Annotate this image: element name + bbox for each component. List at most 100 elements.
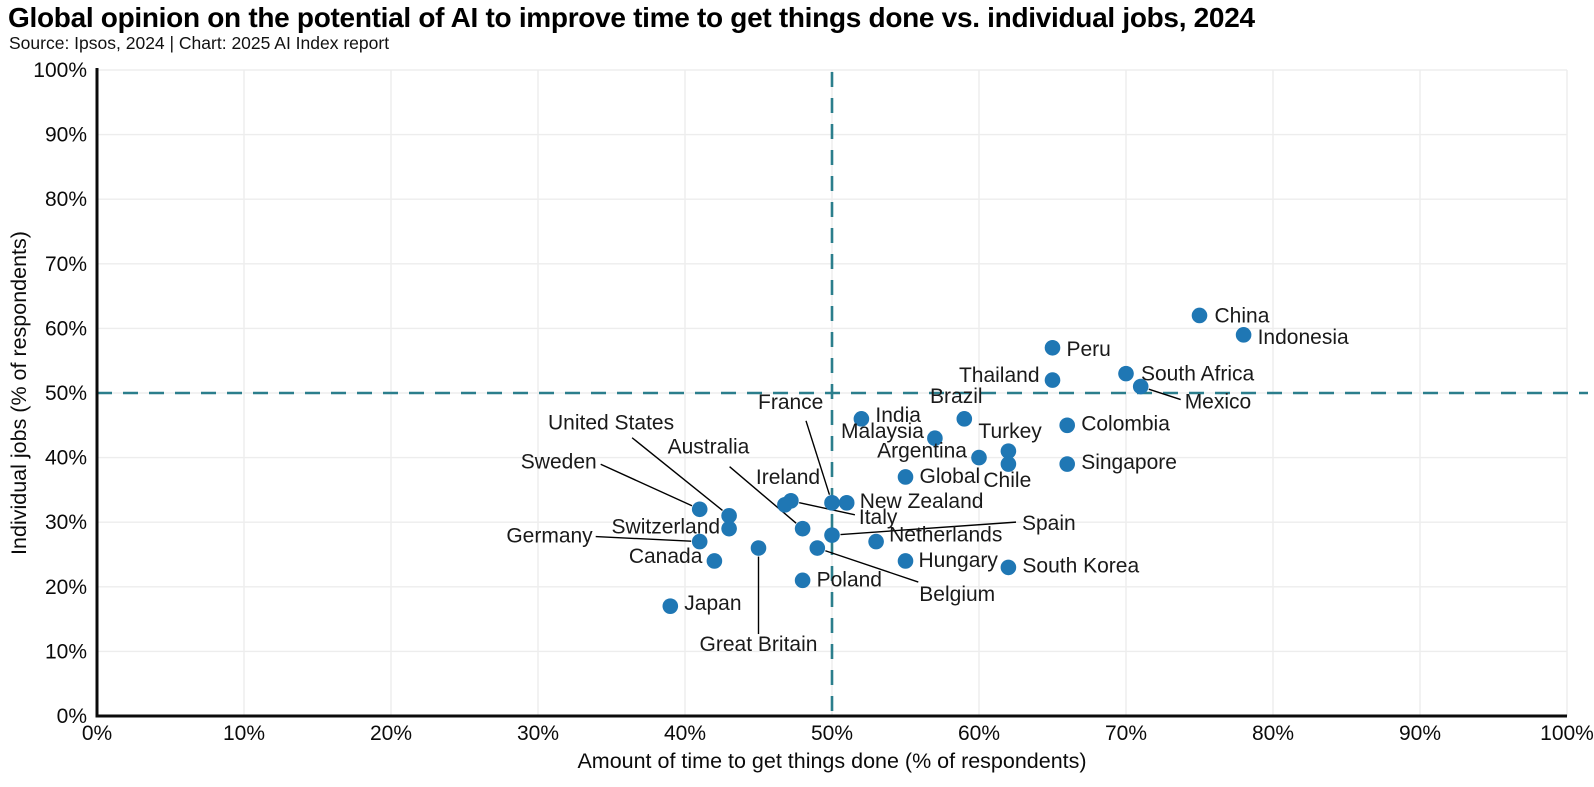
x-tick-label: 0% <box>82 722 112 745</box>
y-tick-label: 40% <box>45 447 87 470</box>
data-point-singapore <box>1059 456 1075 472</box>
data-point-colombia <box>1059 417 1075 434</box>
axes <box>95 68 1567 718</box>
point-label-germany: Germany <box>506 525 593 548</box>
point-label-peru: Peru <box>1067 338 1111 361</box>
data-point-china <box>1191 307 1208 324</box>
leader-line-germany <box>595 535 692 542</box>
data-point-brazil <box>956 411 973 427</box>
point-label-mexico: Mexico <box>1185 391 1252 414</box>
data-point-australia <box>794 520 811 537</box>
y-tick-label: 50% <box>45 382 87 405</box>
point-label-belgium: Belgium <box>919 583 995 606</box>
data-point-argentina <box>971 449 987 466</box>
point-label-singapore: Singapore <box>1081 451 1177 474</box>
data-point-germany <box>691 533 708 550</box>
point-label-spain: Spain <box>1022 512 1076 535</box>
point-label-brazil: Brazil <box>930 385 983 408</box>
data-point-indonesia <box>1235 327 1252 343</box>
data-point-switzerland <box>721 520 737 537</box>
y-tick-label: 30% <box>45 511 87 534</box>
data-point-turkey <box>1000 443 1017 459</box>
point-label-chile: Chile <box>983 469 1031 492</box>
data-point-united-states <box>721 507 737 524</box>
data-point-global <box>897 469 914 485</box>
point-label-france: France <box>758 391 823 414</box>
x-tick-label: 30% <box>517 722 559 745</box>
x-tick-label: 90% <box>1399 722 1441 745</box>
point-label-australia: Australia <box>668 436 750 459</box>
data-point-france <box>824 495 840 511</box>
data-point-south-africa <box>1118 365 1134 382</box>
point-label-poland: Poland <box>817 568 882 591</box>
data-point-thailand <box>1044 372 1061 388</box>
y-tick-label: 20% <box>45 576 87 599</box>
point-label-thailand: Thailand <box>959 364 1040 387</box>
point-label-netherlands: Netherlands <box>889 524 1002 547</box>
point-label-great-britain: Great Britain <box>700 633 818 656</box>
point-label-united-states: United States <box>548 412 674 435</box>
leader-line-united-states <box>631 437 723 511</box>
data-point-sweden <box>691 501 708 518</box>
data-point-great-britain <box>750 540 767 556</box>
y-tick-label: 60% <box>45 317 87 340</box>
data-point-netherlands <box>868 533 884 550</box>
leader-line-belgium <box>825 550 919 583</box>
leader-line-france <box>805 420 831 495</box>
data-point-south-korea <box>1000 559 1017 576</box>
x-tick-label: 100% <box>1540 722 1594 745</box>
chart-title: Global opinion on the potential of AI to… <box>8 2 1255 33</box>
data-points <box>662 307 1252 614</box>
point-label-indonesia: Indonesia <box>1258 326 1349 349</box>
y-axis-title: Individual jobs (% of respondents) <box>7 231 31 555</box>
data-point-chile <box>1000 456 1017 472</box>
leader-line-australia <box>729 466 797 524</box>
data-point-peru <box>1044 339 1061 356</box>
data-point-japan <box>662 598 679 614</box>
data-point-poland <box>794 572 811 589</box>
y-tick-label: 10% <box>45 640 87 663</box>
leader-line-mexico <box>1148 388 1181 401</box>
point-label-south-korea: South Korea <box>1022 554 1139 577</box>
y-tick-label: 100% <box>33 59 87 82</box>
point-label-colombia: Colombia <box>1081 412 1170 435</box>
x-tick-label: 40% <box>664 722 706 745</box>
point-label-canada: Canada <box>629 545 703 568</box>
y-tick-label: 80% <box>45 188 87 211</box>
data-point-india <box>853 411 870 427</box>
leader-line-sweden <box>600 463 693 507</box>
point-label-india: India <box>875 404 921 427</box>
x-tick-label: 80% <box>1252 722 1294 745</box>
y-tick-label: 90% <box>45 124 87 147</box>
data-point-canada <box>706 553 723 569</box>
reference-lines <box>97 72 1588 722</box>
point-label-global: Global <box>920 465 981 488</box>
point-label-japan: Japan <box>684 592 741 615</box>
point-label-italy: Italy <box>859 506 898 529</box>
data-point-ireland <box>777 497 793 513</box>
x-tick-label: 60% <box>958 722 1000 745</box>
x-tick-label: 50% <box>811 722 853 745</box>
y-tick-label: 70% <box>45 253 87 276</box>
point-label-sweden: Sweden <box>521 450 597 473</box>
point-label-china: China <box>1215 304 1270 327</box>
point-label-turkey: Turkey <box>978 420 1042 443</box>
leader-line-spain <box>840 521 1017 536</box>
point-label-south-africa: South Africa <box>1141 363 1255 386</box>
x-axis-title: Amount of time to get things done (% of … <box>577 749 1086 773</box>
data-point-belgium <box>809 540 826 556</box>
data-point-hungary <box>897 553 914 569</box>
data-point-spain <box>824 527 840 543</box>
axis-ticks: 0% 10% 20% 30% 40% 50% 60% 70% 80% 90% 100% 0% 10% 20… <box>33 59 1594 745</box>
x-tick-label: 10% <box>223 722 265 745</box>
point-label-new-zealand: New Zealand <box>860 490 984 513</box>
point-label-hungary: Hungary <box>919 549 999 572</box>
data-point-new-zealand <box>838 495 855 511</box>
x-tick-label: 20% <box>370 722 412 745</box>
point-label-malaysia: Malaysia <box>841 420 924 443</box>
label-leader-lines <box>595 388 1181 635</box>
y-tick-label: 0% <box>57 705 87 728</box>
